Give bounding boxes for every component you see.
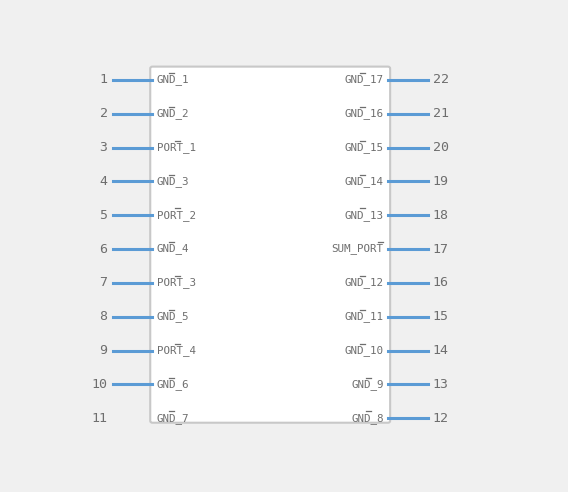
Text: SUM_PORT: SUM_PORT [332,244,383,254]
Text: 13: 13 [433,378,449,391]
Text: PORT_2: PORT_2 [157,210,196,220]
Text: GND_6: GND_6 [157,379,189,390]
Text: GND_2: GND_2 [157,108,189,119]
Text: 14: 14 [433,344,449,357]
Text: GND_9: GND_9 [351,379,383,390]
Text: 11: 11 [91,412,107,425]
Text: 22: 22 [433,73,449,87]
Text: GND_4: GND_4 [157,244,189,254]
Text: 4: 4 [99,175,107,188]
Text: 16: 16 [433,277,449,289]
Text: 2: 2 [99,107,107,120]
Text: GND_8: GND_8 [351,413,383,424]
Text: 20: 20 [433,141,449,154]
Text: GND_12: GND_12 [345,277,383,288]
Text: 15: 15 [433,310,449,323]
Text: 17: 17 [433,243,449,255]
FancyBboxPatch shape [150,66,390,423]
Text: 6: 6 [99,243,107,255]
Text: GND_1: GND_1 [157,74,189,85]
Text: 7: 7 [99,277,107,289]
Text: PORT_1: PORT_1 [157,142,196,153]
Text: PORT_4: PORT_4 [157,345,196,356]
Text: 9: 9 [99,344,107,357]
Text: GND_11: GND_11 [345,311,383,322]
Text: 18: 18 [433,209,449,222]
Text: PORT_3: PORT_3 [157,277,196,288]
Text: GND_3: GND_3 [157,176,189,187]
Text: 3: 3 [99,141,107,154]
Text: GND_14: GND_14 [345,176,383,187]
Text: GND_13: GND_13 [345,210,383,220]
Text: 10: 10 [91,378,107,391]
Text: GND_17: GND_17 [345,74,383,85]
Text: GND_7: GND_7 [157,413,189,424]
Text: 8: 8 [99,310,107,323]
Text: 5: 5 [99,209,107,222]
Text: GND_16: GND_16 [345,108,383,119]
Text: GND_5: GND_5 [157,311,189,322]
Text: 12: 12 [433,412,449,425]
Text: 1: 1 [99,73,107,87]
Text: GND_15: GND_15 [345,142,383,153]
Text: 19: 19 [433,175,449,188]
Text: 21: 21 [433,107,449,120]
Text: GND_10: GND_10 [345,345,383,356]
